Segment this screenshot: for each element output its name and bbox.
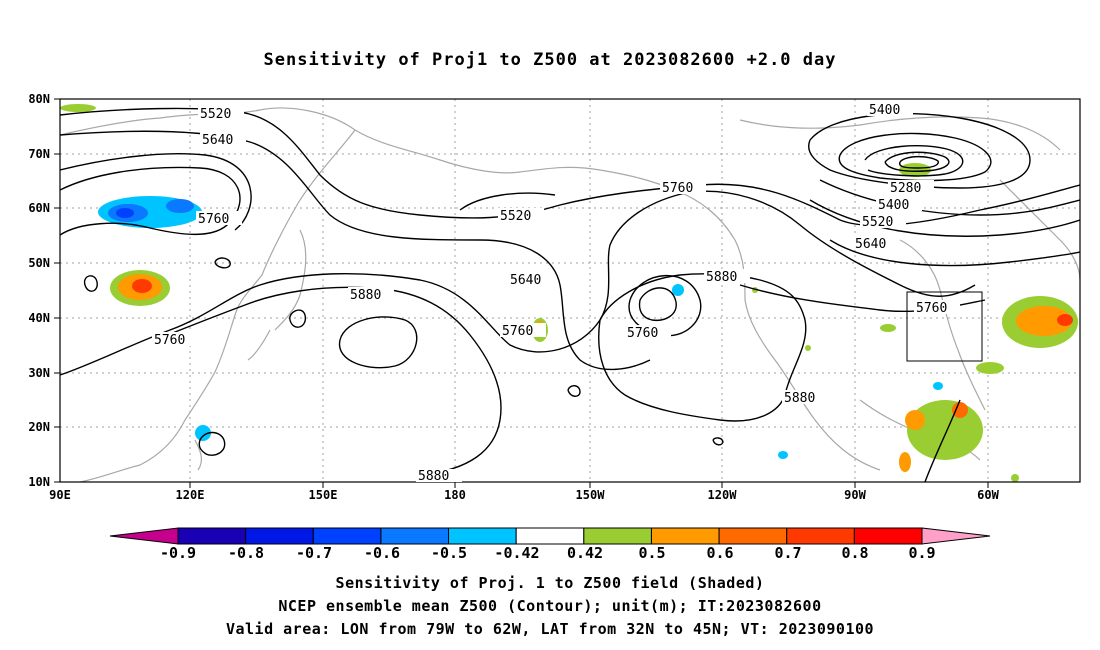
colorbar-label: 0.8 xyxy=(841,544,868,562)
colorbar-segment xyxy=(853,527,923,545)
contour-label: 5760 xyxy=(196,211,242,227)
colorbar-label: -0.8 xyxy=(228,544,264,562)
colorbar-label: 0.6 xyxy=(706,544,733,562)
colorbar-segment xyxy=(718,527,788,545)
z500-sensitivity-map: 5520 5640 5760 5880 5520 5640 5760 5760 xyxy=(28,92,1081,562)
contour-label: 5760 xyxy=(660,180,706,196)
lon-label: 90E xyxy=(49,488,71,502)
contour-label: 5640 xyxy=(508,272,554,288)
map-frame xyxy=(59,98,1081,483)
lat-label: 70N xyxy=(28,147,50,161)
colorbar-segment xyxy=(448,527,517,545)
contour-label: 5280 xyxy=(888,180,934,196)
contour-label: 5400 xyxy=(867,102,913,118)
svg-text:5640: 5640 xyxy=(855,237,886,252)
lon-label: 150E xyxy=(309,488,338,502)
lat-label: 40N xyxy=(28,311,50,325)
svg-text:5400: 5400 xyxy=(878,198,909,213)
lon-label: 120W xyxy=(708,488,738,502)
colorbar-label: -0.5 xyxy=(431,544,467,562)
svg-text:5880: 5880 xyxy=(784,391,815,406)
contour-label: 5760 xyxy=(625,325,671,341)
colorbar-label: 0.42 xyxy=(567,544,603,562)
colorbar-segment xyxy=(650,527,720,545)
lon-label: 150W xyxy=(576,488,606,502)
colorbar-label: -0.42 xyxy=(494,544,539,562)
lat-label: 30N xyxy=(28,366,50,380)
colorbar-segment xyxy=(177,527,247,545)
svg-text:5760: 5760 xyxy=(916,301,947,316)
sensitivity-shading xyxy=(60,104,1078,482)
lat-label: 60N xyxy=(28,201,50,215)
svg-text:5640: 5640 xyxy=(202,133,233,148)
colorbar-lower-extension xyxy=(109,527,179,545)
svg-text:5760: 5760 xyxy=(154,333,185,348)
valid-area-box xyxy=(906,291,983,362)
contour-label: 5760 xyxy=(500,323,546,339)
svg-text:5760: 5760 xyxy=(502,324,533,339)
contour-label: 5640 xyxy=(200,132,246,148)
svg-text:5520: 5520 xyxy=(200,107,231,122)
svg-text:5880: 5880 xyxy=(418,469,449,484)
colorbar-segment xyxy=(380,527,450,545)
caption-shaded: Sensitivity of Proj. 1 to Z500 field (Sh… xyxy=(335,574,765,592)
svg-text:5520: 5520 xyxy=(500,209,531,224)
contour-label: 5880 xyxy=(416,469,462,484)
contour-label: 5640 xyxy=(853,236,899,252)
colorbar xyxy=(109,527,991,545)
lon-label: 60W xyxy=(977,488,999,502)
lon-ticks xyxy=(189,482,989,488)
colorbar-label: -0.6 xyxy=(364,544,400,562)
contour-label: 5520 xyxy=(198,106,244,122)
lon-label: 120E xyxy=(176,488,205,502)
colorbar-segment xyxy=(515,527,585,545)
contour-label: 5760 xyxy=(152,332,198,348)
lat-axis: 80N 70N 60N 50N 40N 30N 20N 10N xyxy=(28,92,50,489)
colorbar-segment xyxy=(245,527,314,545)
svg-text:5880: 5880 xyxy=(706,270,737,285)
caption-contour: NCEP ensemble mean Z500 (Contour); unit(… xyxy=(278,597,822,615)
svg-text:5640: 5640 xyxy=(510,273,541,288)
lon-label: 180 xyxy=(444,488,466,502)
caption-valid-area: Valid area: LON from 79W to 62W, LAT fro… xyxy=(225,620,875,638)
contour-label: 5760 xyxy=(914,300,960,316)
contour-label: 5520 xyxy=(498,208,544,224)
svg-text:5400: 5400 xyxy=(869,103,900,118)
contour-label: 5400 xyxy=(876,197,922,213)
svg-text:5760: 5760 xyxy=(662,181,693,196)
lat-label: 50N xyxy=(28,256,50,270)
lon-label: 90W xyxy=(844,488,866,502)
contour-label-group: 5520 5640 5760 5880 5520 5640 5760 5760 xyxy=(152,102,960,484)
lat-label: 20N xyxy=(28,420,50,434)
lon-axis: 90E 120E 150E 180 150W 120W 90W 60W xyxy=(49,488,999,502)
lat-label: 10N xyxy=(28,475,50,489)
contour-label: 5880 xyxy=(704,269,750,285)
lat-ticks xyxy=(54,98,60,483)
colorbar-label: -0.7 xyxy=(296,544,332,562)
colorbar-label: -0.9 xyxy=(160,544,196,562)
contour-label: 5880 xyxy=(782,390,828,406)
svg-text:5760: 5760 xyxy=(627,326,658,341)
contour-label: 5520 xyxy=(860,214,906,230)
colorbar-segment xyxy=(312,527,382,545)
colorbar-labels: -0.9 -0.8 -0.7 -0.6 -0.5 -0.42 0.42 0.5 … xyxy=(160,544,936,562)
contour-label: 5880 xyxy=(348,287,394,303)
svg-text:5280: 5280 xyxy=(890,181,921,196)
colorbar-upper-extension xyxy=(921,527,991,545)
map-title: Sensitivity of Proj1 to Z500 at 20230826… xyxy=(263,50,837,70)
svg-text:5520: 5520 xyxy=(862,215,893,230)
colorbar-label: 0.9 xyxy=(908,544,935,562)
colorbar-segment xyxy=(786,527,855,545)
lat-label: 80N xyxy=(28,92,50,106)
svg-text:5760: 5760 xyxy=(198,212,229,227)
colorbar-label: 0.7 xyxy=(774,544,801,562)
svg-text:5880: 5880 xyxy=(350,288,381,303)
colorbar-segment xyxy=(583,527,652,545)
colorbar-label: 0.5 xyxy=(638,544,665,562)
